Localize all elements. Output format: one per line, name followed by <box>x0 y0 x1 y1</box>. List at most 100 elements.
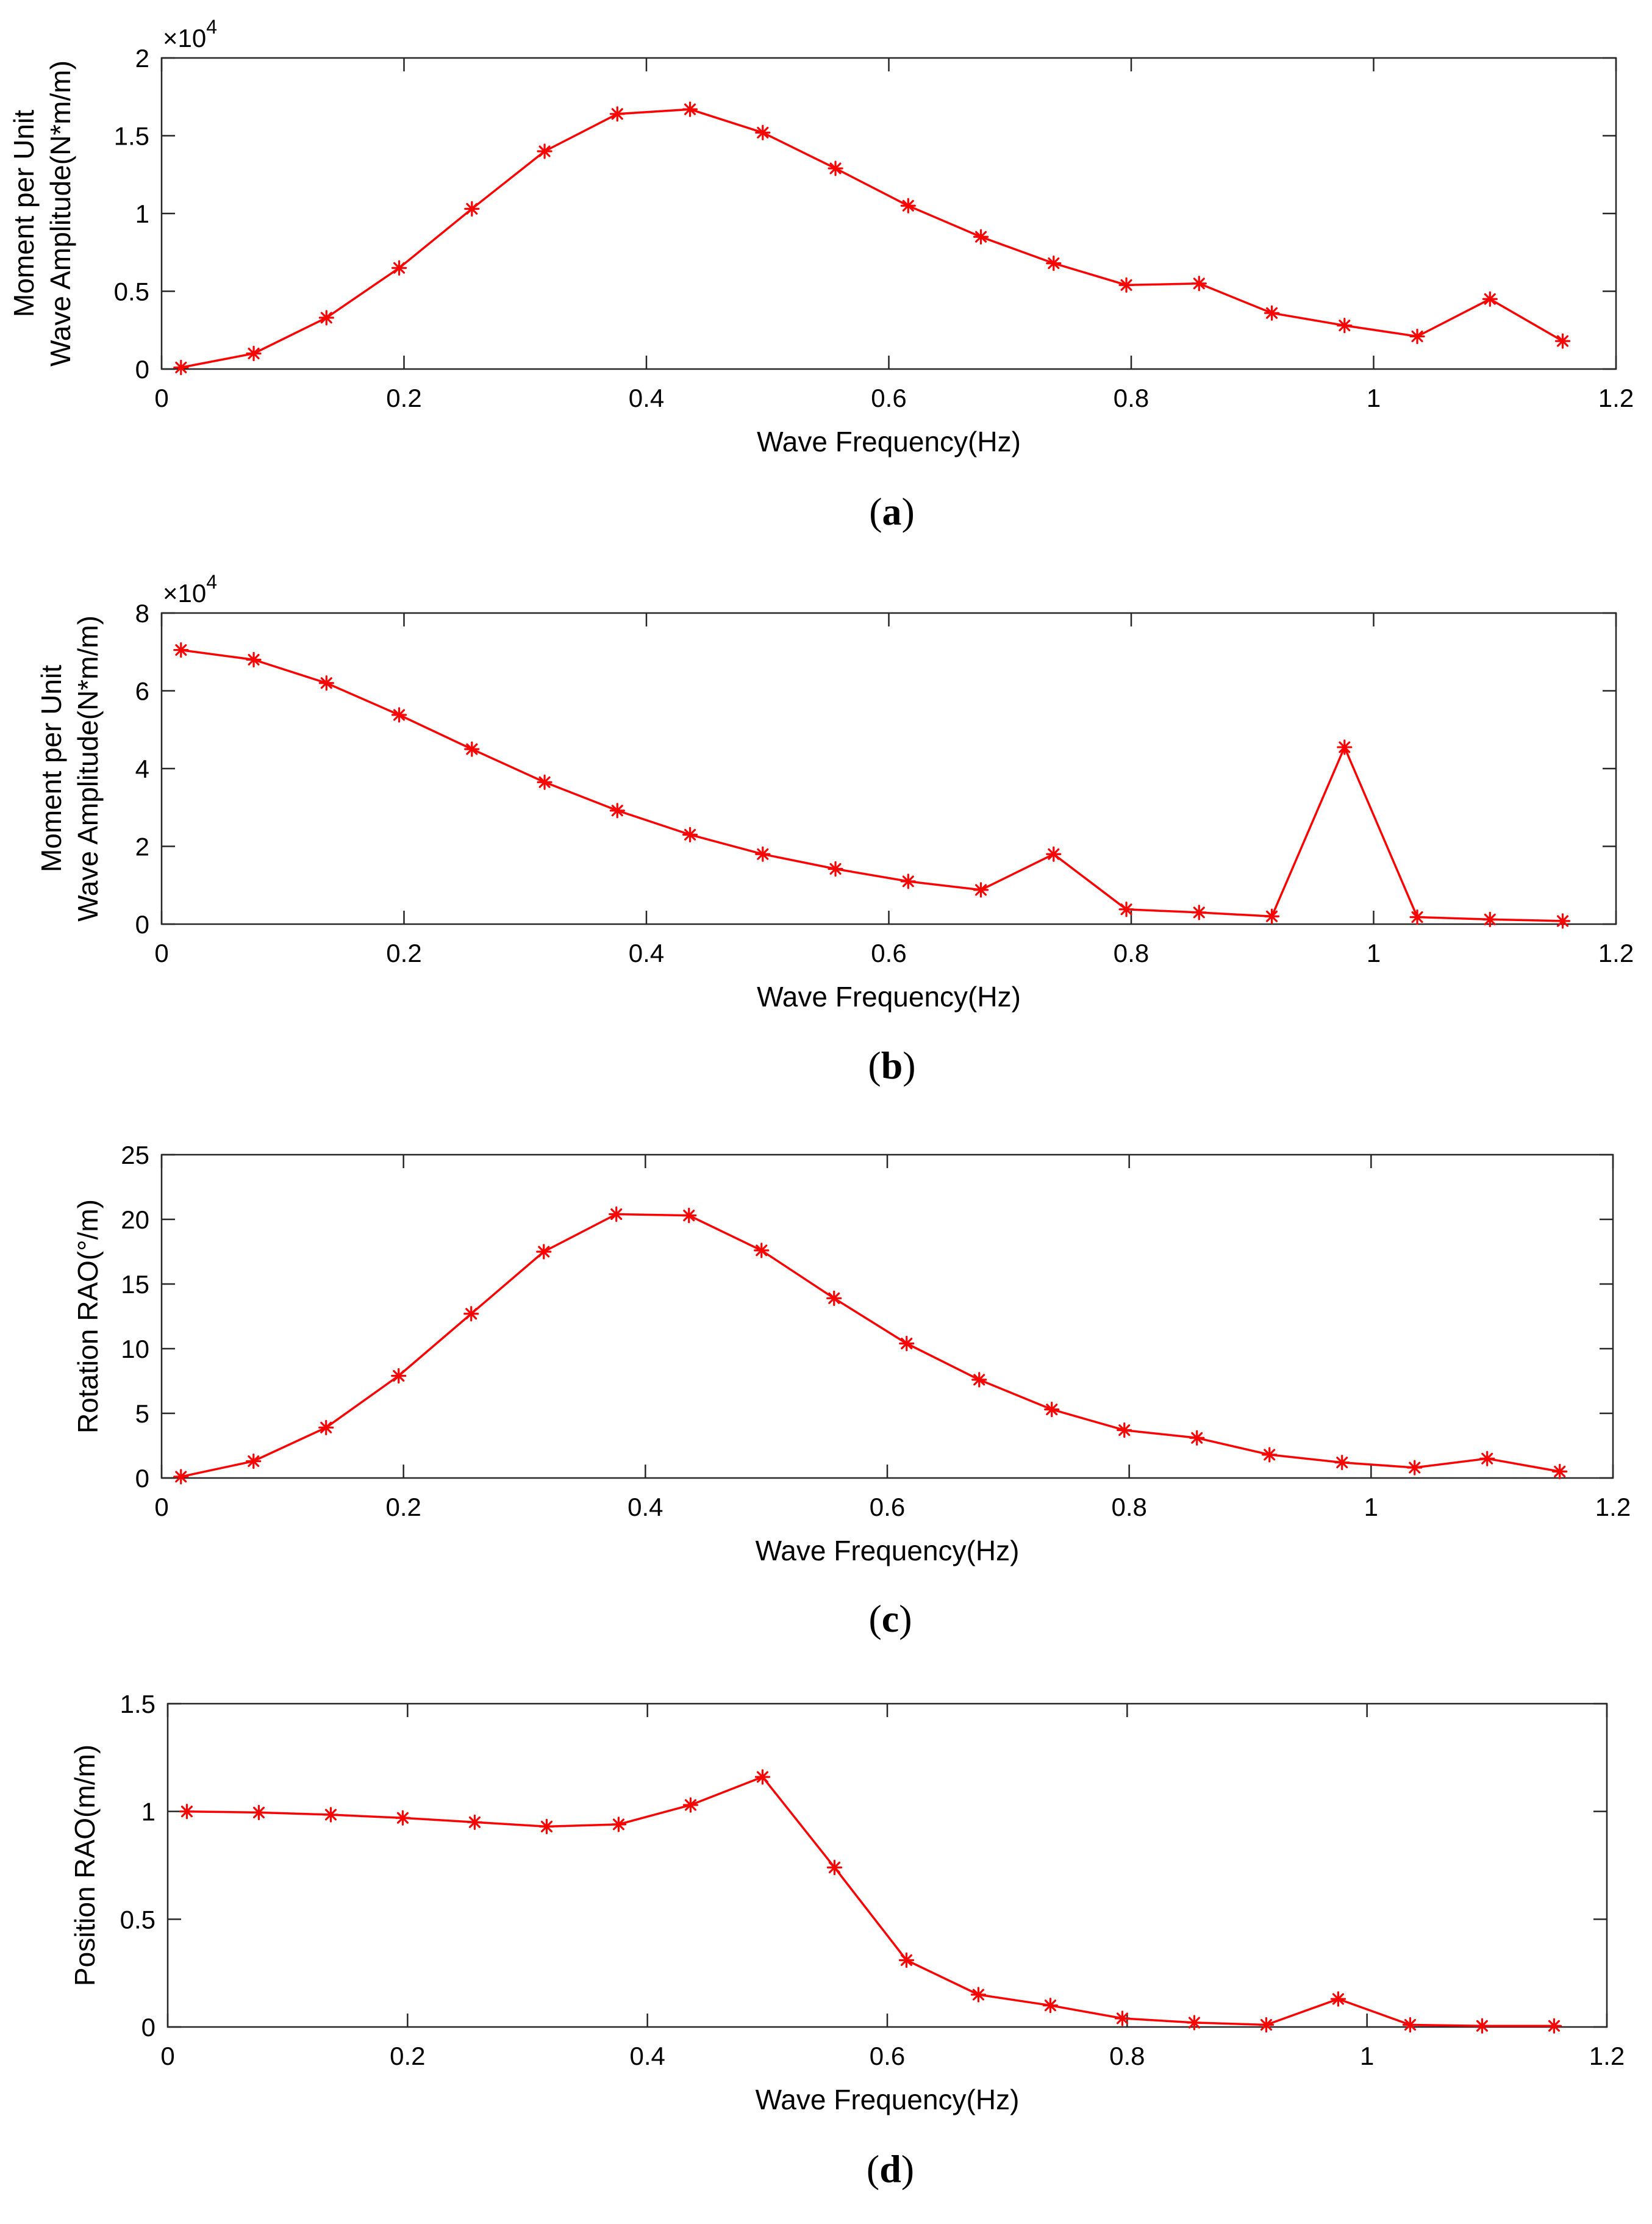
x-tick-label: 0.6 <box>870 2042 905 2070</box>
asterisk-stroke <box>1266 910 1278 922</box>
asterisk-stroke <box>320 312 332 324</box>
asterisk-stroke <box>1193 278 1205 290</box>
asterisk-stroke <box>756 1771 768 1783</box>
data-point <box>1117 1422 1132 1438</box>
data-point <box>826 1859 843 1876</box>
x-tick-label: 1 <box>1367 384 1381 412</box>
asterisk-stroke <box>1264 1449 1276 1461</box>
x-tick-label: 0.4 <box>629 2042 665 2070</box>
chart-panel-c: 0 0.2 0.4 0.6 0.8 1 1.2 0 5 10 15 20 25 Wave Frequenc… <box>72 1141 1631 1640</box>
data-point <box>1337 739 1353 755</box>
x-tick-label: 0.6 <box>871 384 906 412</box>
asterisk-stroke <box>1046 1404 1058 1416</box>
y-axis-label: Wave Amplitude(N*m/m) <box>45 60 76 367</box>
asterisk-stroke <box>1484 913 1496 925</box>
data-point <box>682 827 698 842</box>
x-tick-label: 0.2 <box>386 384 421 412</box>
caption-open-paren: ( <box>869 490 882 533</box>
x-tick-label: 0 <box>160 2042 174 2070</box>
multiplier-base: ×10 <box>163 24 206 52</box>
x-tick-label: 0.2 <box>386 939 421 967</box>
x-tick-label: 1 <box>1360 2042 1374 2070</box>
asterisk-stroke <box>829 863 842 875</box>
data-point <box>173 359 189 376</box>
data-point <box>973 229 989 245</box>
y-tick-label: 0 <box>141 2013 156 2042</box>
data-point <box>467 1814 483 1830</box>
panel-caption: (d) <box>867 2147 914 2190</box>
caption-close-paren: ) <box>899 1597 912 1640</box>
asterisk-stroke <box>612 1818 624 1831</box>
x-tick-label: 1.2 <box>1598 384 1634 412</box>
data-point <box>900 873 916 889</box>
data-point <box>246 651 262 668</box>
asterisk-stroke <box>175 644 187 656</box>
caption-open-paren: ( <box>868 1597 881 1640</box>
asterisk-stroke <box>684 1799 696 1811</box>
caption-open-paren: ( <box>868 1044 881 1087</box>
data-point <box>609 803 625 819</box>
data-point <box>1264 908 1280 924</box>
asterisk-stroke <box>975 884 987 896</box>
data-point <box>1191 276 1207 292</box>
asterisk-stroke <box>465 1308 477 1320</box>
y-axis-label: Rotation RAO(°/m) <box>72 1199 104 1433</box>
y-tick-label: 0 <box>135 1464 149 1493</box>
asterisk-stroke <box>902 199 914 212</box>
data-point <box>899 1335 915 1352</box>
data-point <box>1189 1430 1205 1446</box>
data-point <box>537 143 552 159</box>
asterisk-stroke <box>538 776 551 788</box>
asterisk-stroke <box>611 108 623 120</box>
asterisk-stroke <box>1116 2012 1128 2025</box>
y-tick-label: 10 <box>121 1335 149 1363</box>
y-axis-label: Wave Amplitude(N*m/m) <box>72 615 104 922</box>
multiplier-exponent: 4 <box>206 571 217 593</box>
data-point <box>681 1208 697 1224</box>
caption-close-paren: ) <box>903 1044 915 1087</box>
data-point <box>395 1810 411 1826</box>
asterisk-stroke <box>1339 741 1351 753</box>
asterisk-stroke <box>684 103 696 115</box>
data-point <box>900 198 916 213</box>
data-point <box>1114 2011 1131 2026</box>
data-point <box>538 1818 555 1834</box>
asterisk-stroke <box>610 1208 623 1221</box>
data-point <box>246 1453 262 1469</box>
asterisk-stroke <box>320 677 332 689</box>
x-tick-label: 0.4 <box>629 384 664 412</box>
data-point <box>755 124 771 140</box>
y-tick-label: 25 <box>121 1141 149 1169</box>
x-axis-label: Wave Frequency(Hz) <box>756 1535 1020 1566</box>
x-tick-label: 0.8 <box>1109 2042 1145 2070</box>
data-point <box>1334 1454 1350 1471</box>
y-tick-label: 20 <box>121 1205 149 1234</box>
y-tick-label: 1 <box>135 199 149 228</box>
asterisk-stroke <box>1476 2020 1488 2032</box>
asterisk-stroke <box>683 1210 695 1222</box>
data-point <box>1186 2015 1203 2031</box>
plot-area-frame <box>160 1153 1614 1479</box>
asterisk-stroke <box>1118 1424 1131 1437</box>
data-point <box>463 1306 479 1322</box>
y-axis-multiplier: ×104 <box>163 16 217 52</box>
asterisk-stroke <box>975 231 987 243</box>
asterisk-stroke <box>1120 279 1132 291</box>
x-tick-label: 1.2 <box>1595 1493 1631 1521</box>
asterisk-stroke <box>248 1455 260 1467</box>
multiplier-base: ×10 <box>163 579 206 608</box>
x-tick-label: 1.2 <box>1589 2042 1625 2070</box>
x-tick-label: 0.8 <box>1114 384 1149 412</box>
asterisk-stroke <box>1411 330 1423 342</box>
asterisk-stroke <box>538 1246 550 1258</box>
data-point <box>1479 1451 1495 1466</box>
caption-panel-letter: c <box>882 1597 899 1640</box>
x-tick-label: 0.2 <box>390 2042 425 2070</box>
asterisk-stroke <box>181 1806 193 1818</box>
data-point <box>898 1952 915 1968</box>
data-point <box>1046 256 1062 271</box>
asterisk-stroke <box>1409 1462 1421 1474</box>
asterisk-stroke <box>393 1370 405 1382</box>
asterisk-stroke <box>1557 335 1569 347</box>
